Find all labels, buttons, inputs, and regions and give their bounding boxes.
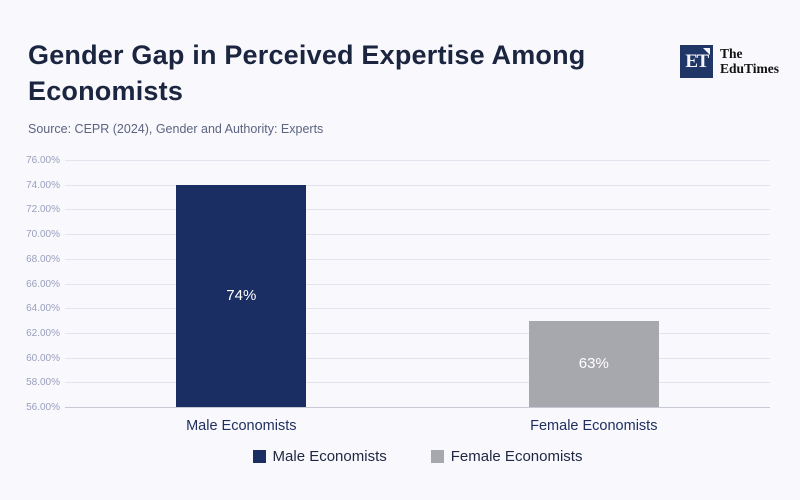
edutimes-logo-name: The EduTimes xyxy=(720,46,780,76)
source-caption: Source: CEPR (2024), Gender and Authorit… xyxy=(28,122,324,136)
x-axis-line xyxy=(65,407,770,408)
y-tick-label: 56.00% xyxy=(26,402,60,413)
bar-chart-plot-area: 74% 63% xyxy=(65,160,770,408)
bar-value-label: 63% xyxy=(578,354,609,372)
legend-label: Male Economists xyxy=(272,448,387,465)
y-tick-label: 76.00% xyxy=(26,155,60,166)
page-title: Gender Gap in Perceived Expertise Among … xyxy=(28,40,586,106)
legend-swatch-icon xyxy=(430,450,444,463)
y-tick-label: 58.00% xyxy=(26,377,60,389)
bar-female-economists: 63% xyxy=(528,320,659,407)
edutimes-monogram-icon: ET xyxy=(680,45,713,78)
gridline xyxy=(65,283,770,285)
logo-name-line2: EduTimes xyxy=(720,60,780,76)
x-tick-label: Male Economists xyxy=(186,418,297,434)
gridline xyxy=(65,382,770,384)
x-tick-label: Female Economists xyxy=(530,418,658,434)
y-tick-label: 68.00% xyxy=(26,253,60,265)
y-tick-label: 74.00% xyxy=(26,179,60,191)
logo-name-line1: The xyxy=(720,46,743,62)
y-tick-label: 64.00% xyxy=(26,303,60,315)
gridline xyxy=(65,357,770,359)
y-tick-label: 70.00% xyxy=(26,229,60,241)
legend-item: Male Economists xyxy=(252,448,387,465)
legend-label: Female Economists xyxy=(450,448,583,465)
y-tick-label: 60.00% xyxy=(26,352,60,364)
legend-item: Female Economists xyxy=(430,448,583,465)
y-tick-label: 62.00% xyxy=(26,327,60,339)
y-tick-label: 66.00% xyxy=(26,278,60,290)
y-tick-label: 72.00% xyxy=(26,204,60,216)
edutimes-logo: ET The EduTimes xyxy=(680,45,779,78)
chart-legend: Male Economists Female Economists xyxy=(65,448,770,465)
gridline xyxy=(65,332,770,334)
gridline xyxy=(65,184,770,186)
gridline xyxy=(65,258,770,260)
gridline xyxy=(65,234,770,236)
bar-male-economists: 74% xyxy=(176,184,307,407)
bar-value-label: 74% xyxy=(226,286,257,304)
gridline xyxy=(65,160,770,161)
gridline xyxy=(65,308,770,310)
legend-swatch-icon xyxy=(252,450,266,463)
gridline xyxy=(65,209,770,211)
